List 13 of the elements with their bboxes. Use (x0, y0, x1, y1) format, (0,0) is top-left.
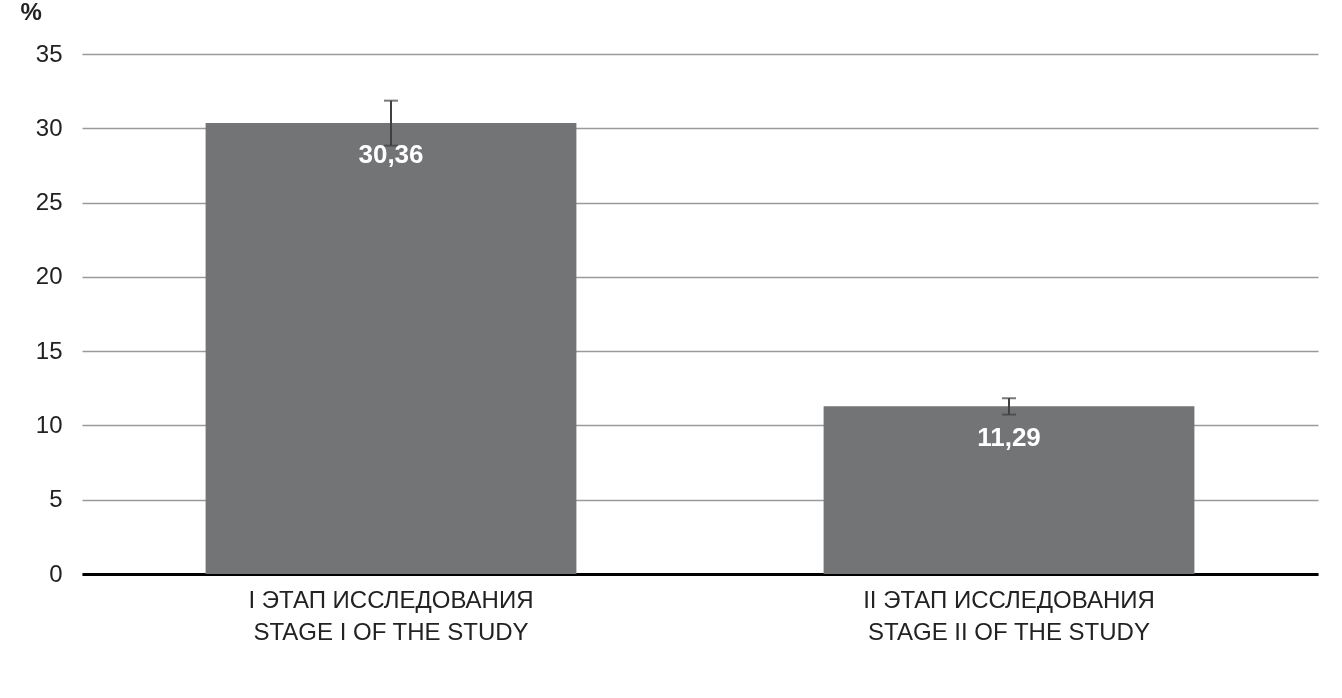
y-tick-label: 35 (35, 39, 63, 67)
y-tick-label: 0 (49, 559, 63, 587)
y-tick-label: 10 (35, 410, 63, 438)
y-tick-label: 20 (35, 262, 63, 290)
data-label: 11,29 (977, 422, 1041, 453)
x-tick-label: II ЭТАП ИССЛЕДОВАНИЯ STAGE II OF THE STUDY (863, 585, 1155, 645)
y-tick-label: 30 (35, 113, 63, 141)
y-tick-label: 25 (35, 188, 63, 216)
data-label: 30,36 (358, 138, 424, 169)
x-tick-label: I ЭТАП ИССЛЕДОВАНИЯ STAGE I OF THE STUDY (248, 585, 534, 645)
y-tick-label: 5 (49, 485, 63, 513)
y-tick-label: 15 (35, 336, 63, 364)
y-axis-title: % (20, 0, 42, 25)
